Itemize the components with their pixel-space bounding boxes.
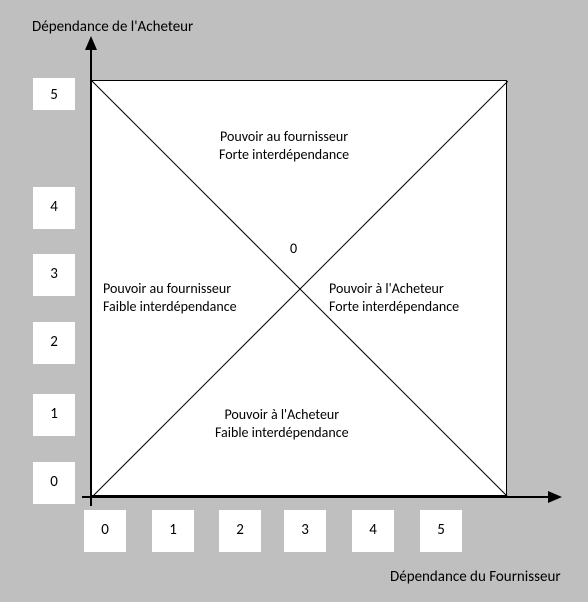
quad-top-line1: Pouvoir au fournisseur <box>220 128 348 145</box>
y-axis-title: Dépendance de l'Acheteur <box>32 18 193 36</box>
y-tick-1: 1 <box>33 394 75 436</box>
quad-right-line2: Forte interdépendance <box>329 298 459 315</box>
quad-bottom-line2: Faible interdépendance <box>215 424 349 441</box>
y-tick-5: 5 <box>33 78 75 110</box>
x-tick-4: 4 <box>352 510 394 552</box>
quadrant-bottom: Pouvoir à l'Acheteur Faible interdépenda… <box>215 406 349 441</box>
x-tick-2: 2 <box>219 510 261 552</box>
quad-bottom-line1: Pouvoir à l'Acheteur <box>224 406 339 423</box>
center-label: 0 <box>290 240 297 258</box>
y-tick-0: 0 <box>33 462 75 504</box>
quad-left-line1: Pouvoir au fournisseur <box>103 280 231 297</box>
quadrant-top: Pouvoir au fournisseur Forte interdépend… <box>219 128 349 163</box>
quad-right-line1: Pouvoir à l'Acheteur <box>329 280 444 297</box>
x-tick-1: 1 <box>152 510 194 552</box>
y-tick-4: 4 <box>33 187 75 229</box>
quad-top-line2: Forte interdépendance <box>219 146 349 163</box>
y-tick-2: 2 <box>33 322 75 364</box>
y-tick-3: 3 <box>33 254 75 296</box>
quad-left-line2: Faible interdépendance <box>103 298 237 315</box>
x-tick-0: 0 <box>84 510 126 552</box>
quadrant-left: Pouvoir au fournisseur Faible interdépen… <box>103 280 237 315</box>
x-tick-5: 5 <box>420 510 462 552</box>
x-axis-title: Dépendance du Fournisseur <box>390 568 561 586</box>
quadrant-right: Pouvoir à l'Acheteur Forte interdépendan… <box>329 280 459 315</box>
x-tick-3: 3 <box>284 510 326 552</box>
